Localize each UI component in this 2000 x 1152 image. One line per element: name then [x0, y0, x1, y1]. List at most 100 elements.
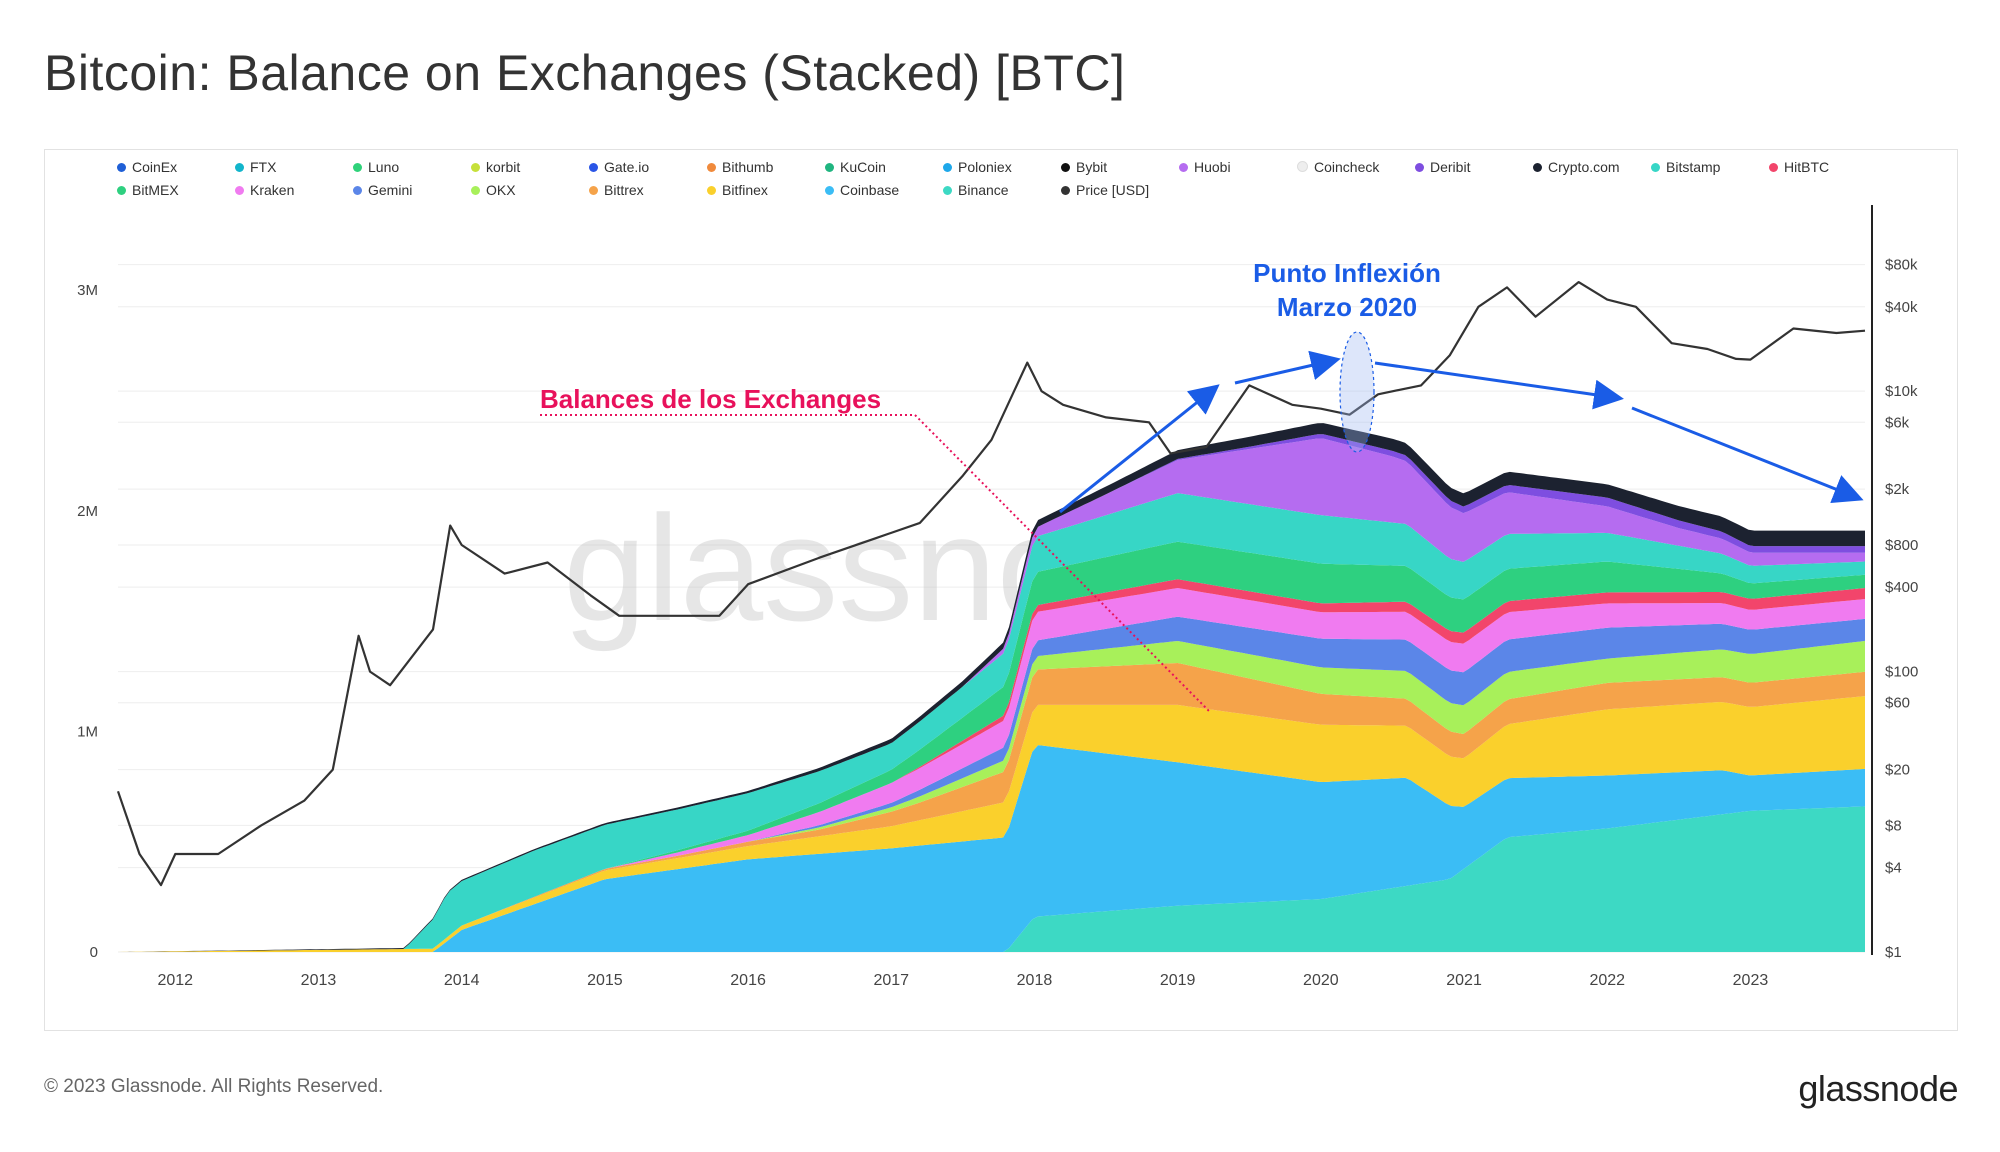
legend-item[interactable]: Coinbase: [825, 182, 899, 198]
y-right-tick-label: $40k: [1885, 299, 1918, 316]
legend-item[interactable]: Poloniex: [943, 159, 1012, 175]
legend-dot-icon: [1533, 163, 1542, 172]
legend-dot-icon: [589, 163, 598, 172]
legend-label: Kraken: [250, 182, 295, 198]
y-right-tick-label: $8: [1885, 817, 1902, 834]
legend-label: Binance: [958, 182, 1009, 198]
x-tick-label: 2022: [1589, 972, 1625, 989]
trend-arrow: [1631, 406, 1864, 504]
legend-label: HitBTC: [1784, 159, 1830, 175]
legend-dot-icon: [235, 163, 244, 172]
legend-item[interactable]: Coincheck: [1297, 159, 1379, 175]
area-series: [118, 640, 1865, 952]
area-series: [118, 745, 1865, 952]
legend-dot-icon: [943, 186, 952, 195]
y-right-tick-label: $400: [1885, 579, 1918, 596]
legend-item[interactable]: HitBTC: [1769, 159, 1829, 175]
legend-dot-icon: [471, 163, 480, 172]
footer-copyright: © 2023 Glassnode. All Rights Reserved.: [44, 1076, 384, 1097]
y-right-tick-label: $4: [1885, 860, 1902, 877]
chart-frame: [44, 149, 1958, 1031]
x-tick-label: 2015: [587, 972, 623, 989]
legend-item[interactable]: Luno: [353, 159, 399, 175]
legend-item[interactable]: Bitstamp: [1651, 159, 1720, 175]
legend-dot-icon: [1769, 163, 1778, 172]
legend-label: korbit: [486, 159, 521, 175]
legend-item[interactable]: Gate.io: [589, 159, 649, 175]
x-tick-label: 2019: [1160, 972, 1196, 989]
legend-dot-icon: [707, 163, 716, 172]
legend-item[interactable]: OKX: [471, 182, 516, 198]
y-right-tick-label: $2k: [1885, 481, 1910, 498]
y-left-tick-label: 3M: [77, 282, 98, 299]
annotation-date-label: Marzo 2020: [1277, 292, 1417, 322]
legend-item[interactable]: Price [USD]: [1061, 182, 1149, 198]
legend-label: Gemini: [368, 182, 413, 198]
legend-item[interactable]: FTX: [235, 159, 276, 175]
legend-dot-icon: [1651, 163, 1660, 172]
y-right-tick-label: $60: [1885, 695, 1910, 712]
price-line: [116, 281, 1866, 887]
inflection-highlight: [1339, 331, 1375, 453]
x-tick-label: 2020: [1303, 972, 1339, 989]
legend-item[interactable]: Bitfinex: [707, 182, 768, 198]
legend-dot-icon: [1061, 163, 1070, 172]
legend-label: Bybit: [1076, 159, 1108, 175]
legend-dot-icon: [1297, 161, 1308, 172]
trend-arrow: [1059, 384, 1220, 514]
y-right-tick-label: $800: [1885, 537, 1918, 554]
annotations: Balances de los Exchanges Punto Inflexión…: [540, 258, 1864, 713]
legend-item[interactable]: Bithumb: [707, 159, 773, 175]
y-right-tick-label: $10k: [1885, 383, 1918, 400]
legend-dot-icon: [117, 186, 126, 195]
annotation-balances-label: Balances de los Exchanges: [540, 384, 881, 414]
x-tick-label: 2014: [444, 972, 480, 989]
legend-item[interactable]: KuCoin: [825, 159, 886, 175]
legend-label: CoinEx: [132, 159, 178, 175]
area-series: [118, 616, 1865, 952]
legend-item[interactable]: Bittrex: [589, 182, 644, 198]
y-left-tick-label: 2M: [77, 503, 98, 520]
legend-item[interactable]: Huobi: [1179, 159, 1231, 175]
x-tick-label: 2013: [301, 972, 337, 989]
y-right-tick-label: $80k: [1885, 257, 1918, 274]
legend-item[interactable]: Kraken: [235, 182, 294, 198]
legend-label: Deribit: [1430, 159, 1471, 175]
legend-item[interactable]: CoinEx: [117, 159, 177, 175]
legend-label: Crypto.com: [1548, 159, 1620, 175]
legend-label: Bitstamp: [1666, 159, 1721, 175]
legend-label: OKX: [486, 182, 516, 198]
legend-item[interactable]: Gemini: [353, 182, 412, 198]
legend-dot-icon: [471, 186, 480, 195]
legend-label: Bittrex: [604, 182, 644, 198]
legend-label: Bitfinex: [722, 182, 768, 198]
legend-label: KuCoin: [840, 159, 886, 175]
legend-item[interactable]: korbit: [471, 159, 520, 175]
legend-label: Bithumb: [722, 159, 774, 175]
page-title: Bitcoin: Balance on Exchanges (Stacked) …: [44, 45, 1126, 101]
footer-logo: glassnode: [1798, 1068, 1958, 1109]
legend-dot-icon: [943, 163, 952, 172]
annotation-inflection-label: Punto Inflexión: [1253, 258, 1441, 288]
legend-label: Poloniex: [958, 159, 1012, 175]
y-right-tick-label: $6k: [1885, 414, 1910, 431]
legend-item[interactable]: BitMEX: [117, 182, 179, 198]
legend-label: Luno: [368, 159, 400, 175]
legend-item[interactable]: Deribit: [1415, 159, 1470, 175]
legend-label: Coincheck: [1314, 159, 1380, 175]
area-series: [118, 588, 1865, 952]
price-usd-line: [116, 281, 1866, 887]
area-series: [118, 663, 1865, 952]
x-tick-label: 2016: [730, 972, 766, 989]
legend-dot-icon: [707, 186, 716, 195]
area-series: [118, 541, 1865, 952]
trend-arrow: [1374, 361, 1624, 410]
stacked-areas: [118, 423, 1865, 953]
legend-dot-icon: [825, 186, 834, 195]
legend-item[interactable]: Crypto.com: [1533, 159, 1620, 175]
legend-dot-icon: [825, 163, 834, 172]
legend-item[interactable]: Binance: [943, 182, 1009, 198]
y-right-tick-label: $20: [1885, 762, 1910, 779]
legend-item[interactable]: Bybit: [1061, 159, 1107, 175]
